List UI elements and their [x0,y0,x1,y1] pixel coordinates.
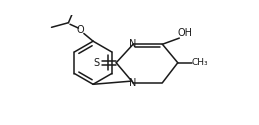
Text: N: N [130,78,137,88]
Text: N: N [130,39,137,49]
Text: O: O [77,25,85,35]
Text: CH₃: CH₃ [191,58,208,67]
Text: OH: OH [178,28,193,38]
Text: S: S [93,58,99,68]
